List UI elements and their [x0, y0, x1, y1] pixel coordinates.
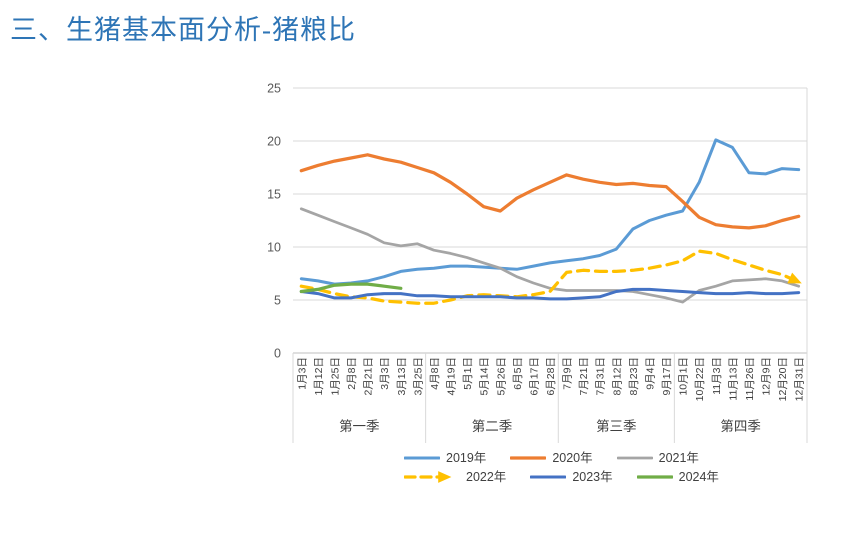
series-line-2023 — [299, 287, 801, 301]
x-tick-label: 10月22日 — [694, 357, 706, 401]
x-tick-label: 12月31日 — [794, 357, 806, 401]
quarter-label: 第四季 — [720, 418, 761, 434]
legend-item-2024: 2024年 — [636, 470, 719, 484]
legend-label: 2024年 — [678, 470, 719, 484]
y-tick-label: 5 — [274, 294, 281, 308]
y-tick-label: 0 — [274, 347, 281, 361]
x-tick-label: 7月9日 — [562, 357, 574, 390]
page-title: 三、生猪基本面分析-猪粮比 — [10, 15, 356, 45]
legend-item-2022: 2022年 — [404, 470, 506, 484]
legend-item-2019: 2019年 — [404, 451, 486, 465]
series-line-2022 — [299, 249, 802, 305]
legend-item-2020: 2020年 — [510, 451, 593, 465]
legend-label: 2022年 — [466, 470, 507, 484]
x-tick-label: 2月21日 — [363, 357, 375, 396]
x-tick-label: 6月5日 — [512, 357, 524, 390]
legend-marker-2021-icon — [616, 456, 653, 460]
x-tick-label: 6月28日 — [545, 357, 557, 396]
quarter-label: 第一季 — [339, 418, 380, 434]
legend-row: 2019年 2020年 2021年 — [404, 451, 719, 465]
chart-legend: 2019年 2020年 2021年 2022年 2023年 2024年 — [404, 451, 719, 484]
legend-item-2021: 2021年 — [616, 451, 699, 465]
quarter-label: 第三季 — [596, 418, 637, 434]
series-line-2024 — [299, 282, 403, 294]
x-tick-label: 5月26日 — [495, 357, 507, 396]
legend-marker-2019-icon — [404, 456, 440, 460]
x-tick-label: 5月1日 — [462, 357, 474, 390]
x-tick-label: 11月13日 — [727, 357, 739, 401]
x-tick-label: 1月12日 — [313, 357, 325, 396]
pig-grain-ratio-chart: 0 5 10 15 20 25 1月3日 1月12日 1月25日 2月8日 2月21日 3月3日 3月1… — [267, 82, 808, 443]
quarter-label: 第二季 — [472, 418, 513, 434]
x-tick-label: 4月19日 — [446, 357, 458, 396]
x-tick-label: 1月25日 — [329, 357, 341, 396]
legend-label: 2019年 — [446, 451, 487, 465]
x-tick-label: 4月8日 — [429, 357, 441, 390]
y-tick-label: 15 — [267, 188, 281, 202]
legend-marker-2024-icon — [636, 475, 673, 479]
y-tick-label: 25 — [267, 82, 281, 96]
legend-item-2023: 2023年 — [530, 470, 613, 484]
x-tick-label: 9月17日 — [661, 357, 673, 396]
x-tick-label: 7月21日 — [578, 357, 590, 396]
legend-label: 2023年 — [572, 470, 613, 484]
x-tick-label: 10月1日 — [678, 357, 690, 396]
legend-marker-2022-icon — [404, 471, 452, 483]
x-tick-label: 5月14日 — [479, 357, 491, 396]
x-tick-label: 3月13日 — [396, 357, 408, 396]
series-line-2019 — [299, 138, 801, 286]
series-line-2020 — [299, 153, 801, 230]
x-tick-label: 11月3日 — [711, 357, 723, 395]
x-tick-label: 2月8日 — [346, 357, 358, 390]
x-tick-label: 8月12日 — [611, 357, 623, 396]
x-tick-label: 6月17日 — [528, 357, 540, 396]
x-tick-label: 12月9日 — [761, 357, 773, 396]
legend-marker-2020-icon — [510, 456, 547, 460]
legend-label: 2020年 — [552, 451, 593, 465]
x-tick-label: 9月4日 — [644, 357, 656, 390]
x-tick-label: 7月31日 — [595, 357, 607, 396]
x-tick-label: 3月25日 — [412, 357, 424, 396]
x-tick-label: 11月26日 — [744, 357, 756, 401]
legend-row: 2022年 2023年 2024年 — [404, 470, 719, 484]
legend-marker-2023-icon — [530, 475, 567, 479]
legend-label: 2021年 — [658, 451, 699, 465]
x-tick-label: 12月20日 — [777, 357, 789, 401]
y-tick-label: 20 — [267, 135, 281, 149]
x-tick-label: 3月3日 — [379, 357, 391, 390]
x-tick-label: 8月23日 — [628, 357, 640, 396]
series-line-2021 — [299, 207, 801, 304]
y-tick-label: 10 — [267, 241, 281, 255]
x-tick-label: 1月3日 — [296, 357, 308, 390]
